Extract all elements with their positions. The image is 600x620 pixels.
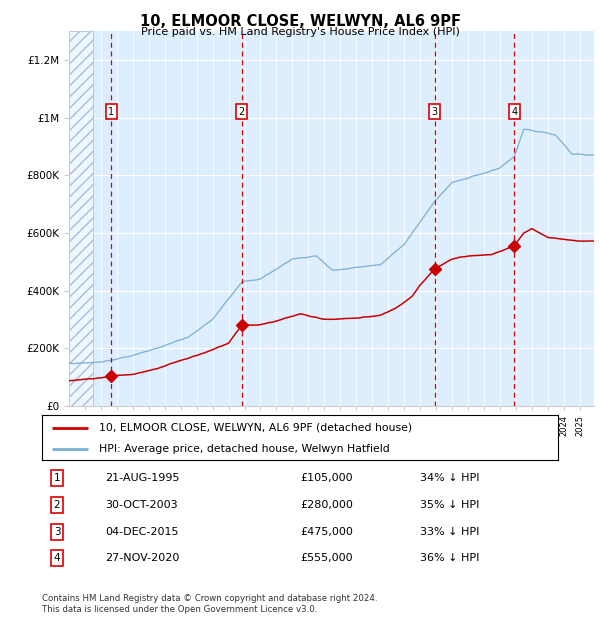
Text: 33% ↓ HPI: 33% ↓ HPI: [420, 526, 479, 537]
Text: 27-NOV-2020: 27-NOV-2020: [105, 553, 179, 564]
Text: 2: 2: [53, 500, 61, 510]
Text: 21-AUG-1995: 21-AUG-1995: [105, 473, 179, 484]
Text: 2: 2: [239, 107, 245, 117]
Text: 3: 3: [431, 107, 438, 117]
Text: 4: 4: [511, 107, 517, 117]
Text: £105,000: £105,000: [300, 473, 353, 484]
Text: £280,000: £280,000: [300, 500, 353, 510]
Text: 35% ↓ HPI: 35% ↓ HPI: [420, 500, 479, 510]
Text: 30-OCT-2003: 30-OCT-2003: [105, 500, 178, 510]
Text: 1: 1: [108, 107, 114, 117]
Text: 3: 3: [53, 526, 61, 537]
Text: 36% ↓ HPI: 36% ↓ HPI: [420, 553, 479, 564]
Text: 10, ELMOOR CLOSE, WELWYN, AL6 9PF: 10, ELMOOR CLOSE, WELWYN, AL6 9PF: [139, 14, 461, 29]
Bar: [69, 31, 93, 406]
Text: 10, ELMOOR CLOSE, WELWYN, AL6 9PF (detached house): 10, ELMOOR CLOSE, WELWYN, AL6 9PF (detac…: [99, 423, 412, 433]
Text: HPI: Average price, detached house, Welwyn Hatfield: HPI: Average price, detached house, Welw…: [99, 444, 389, 454]
Text: £555,000: £555,000: [300, 553, 353, 564]
Text: £475,000: £475,000: [300, 526, 353, 537]
Text: Price paid vs. HM Land Registry's House Price Index (HPI): Price paid vs. HM Land Registry's House …: [140, 27, 460, 37]
Text: Contains HM Land Registry data © Crown copyright and database right 2024.
This d: Contains HM Land Registry data © Crown c…: [42, 595, 377, 614]
Text: 04-DEC-2015: 04-DEC-2015: [105, 526, 179, 537]
Bar: [69, 31, 93, 406]
Text: 4: 4: [53, 553, 61, 564]
Text: 34% ↓ HPI: 34% ↓ HPI: [420, 473, 479, 484]
Text: 1: 1: [53, 473, 61, 484]
